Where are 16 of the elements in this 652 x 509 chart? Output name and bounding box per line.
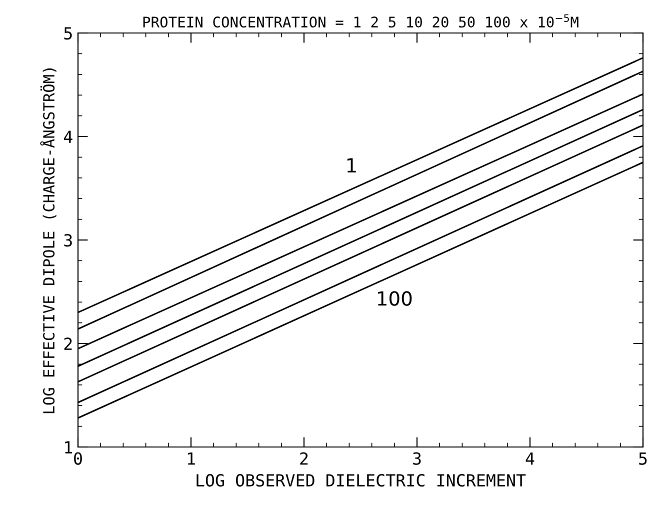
x-axis-title: LOG OBSERVED DIELECTRIC INCREMENT [196, 474, 526, 487]
x-tick-label: 4 [526, 452, 534, 465]
chart-title: PROTEIN CONCENTRATION = 1 2 5 10 20 50 100 x 10$^{−5}$M [143, 14, 578, 28]
y-tick-label: 2 [64, 338, 72, 350]
x-tick-label: 0 [74, 452, 82, 465]
x-tick-label: 5 [639, 452, 647, 465]
annotation: 100 [378, 291, 412, 306]
x-tick-label: 3 [413, 452, 421, 465]
y-tick-label: 5 [64, 27, 72, 40]
x-tick-label: 2 [300, 452, 308, 465]
x-tick-label: 1 [188, 452, 195, 465]
y-axis-title: LOG EFFECTIVE DIPOLE (CHARGE-ÅNGSTRÖM) [40, 68, 56, 414]
y-tick-label: 1 [65, 441, 72, 454]
annotation: 1 [347, 158, 356, 172]
y-tick-label: 4 [64, 130, 72, 143]
y-tick-label: 3 [64, 234, 72, 247]
